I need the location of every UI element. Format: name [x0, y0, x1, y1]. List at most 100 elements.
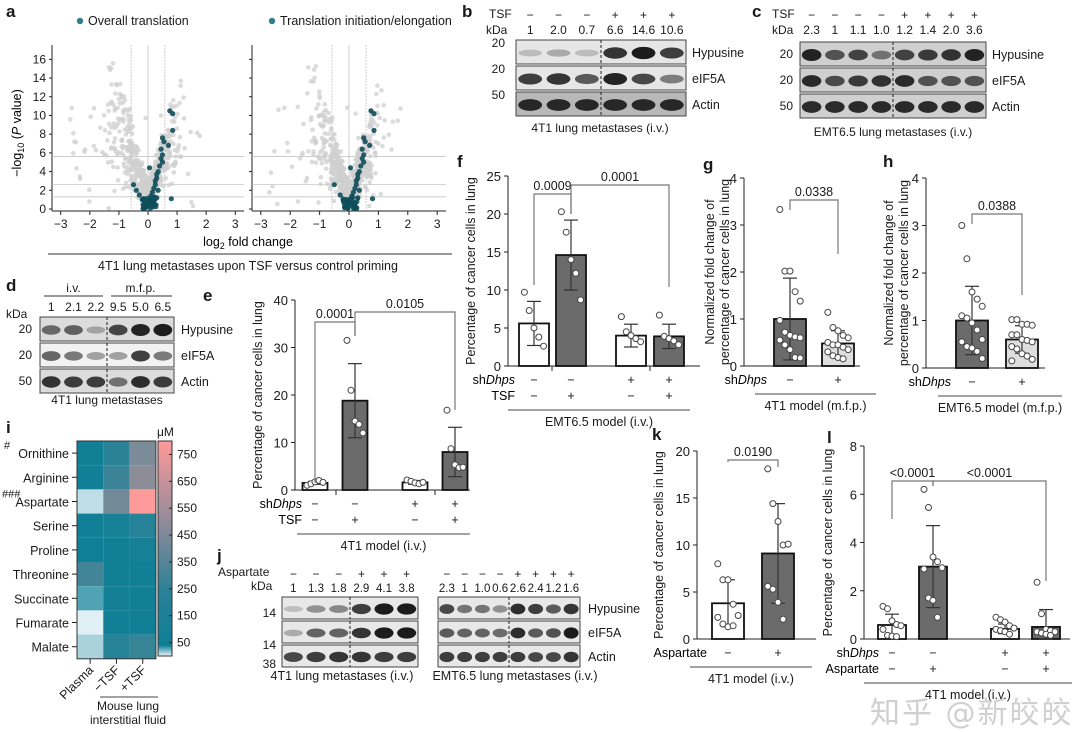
significance-bracket [354, 311, 456, 410]
blot-band [457, 628, 473, 638]
data-point [447, 445, 455, 453]
data-point-background [313, 139, 319, 145]
data-point-background [330, 162, 336, 168]
y-tick-label: 2 [39, 183, 46, 197]
data-point [791, 288, 799, 296]
column-group-label: Mouse lung [97, 699, 159, 713]
treatment-sign: + [668, 8, 675, 22]
blot-band [397, 651, 417, 663]
data-point-background [120, 146, 126, 151]
condition-row-label-text: Aspartate [825, 662, 879, 676]
quantification-value: 1 [48, 300, 55, 314]
y-tick-label: 0 [39, 202, 46, 216]
blot-band [374, 651, 394, 663]
column-label: −TSF [91, 663, 123, 695]
band-label: eIF5A [181, 349, 215, 363]
heatmap-cell [103, 537, 130, 562]
colorbar [157, 440, 173, 657]
y-tick-label: 8 [850, 439, 857, 454]
y-tick-label: 10 [487, 283, 501, 298]
blot-band [563, 627, 579, 639]
heatmap-cell [129, 537, 156, 562]
condition-row-label-text: sh [260, 497, 273, 511]
data-point [968, 319, 976, 327]
data-point-background [335, 174, 341, 180]
data-point-highlight [355, 171, 361, 177]
blot-band [603, 72, 628, 86]
condition-row-label: shDhps [260, 497, 302, 511]
volcano-plot-2: Translation initiation/elongation −3 −2 −1 0… [249, 14, 452, 231]
blot-band [41, 351, 61, 361]
x-tick-label: −3 [54, 217, 68, 231]
treatment-sign: + [403, 567, 410, 581]
data-point [920, 485, 928, 493]
quantification-value: 1.2 [896, 23, 913, 37]
data-point-background [314, 106, 319, 111]
data-point-background [338, 184, 344, 190]
data-point-background [328, 142, 333, 148]
p-value-label: 0.0190 [734, 445, 772, 459]
blot-band [546, 73, 571, 85]
blot-band [492, 605, 508, 613]
data-point-background [382, 118, 387, 123]
data-point-highlight [142, 206, 148, 212]
data-point-background [367, 124, 373, 130]
row-label-kda: kDa [486, 23, 508, 37]
data-point-background [105, 160, 111, 165]
data-point [796, 297, 804, 305]
data-point-background [173, 161, 178, 166]
heatmap-cell [77, 610, 104, 635]
data-point-background [141, 172, 147, 177]
data-point [973, 326, 981, 334]
data-point-background [364, 174, 370, 180]
condition-row-label-text: sh [909, 375, 922, 389]
blot-band [894, 75, 915, 87]
quantification-value: 1.1 [850, 23, 867, 37]
y-tick-label: 40 [274, 293, 288, 308]
x-tick-label: 0 [145, 217, 152, 231]
quantification-value: 9.5 [110, 300, 127, 314]
quantification-value: 1.3 [308, 583, 324, 595]
data-point [973, 347, 981, 355]
blot-band [153, 351, 173, 361]
data-point-background [363, 169, 369, 175]
data-point [622, 328, 630, 336]
condition-sign: − [311, 497, 318, 511]
blot-band [894, 101, 915, 113]
blot-band [439, 651, 455, 663]
y-tick-label: 25 [487, 169, 501, 184]
data-point [562, 228, 570, 236]
blot-band [801, 48, 822, 62]
data-point-background [367, 133, 373, 139]
condition-sign: − [411, 513, 418, 527]
quantification-value: 3.6 [966, 23, 983, 37]
data-point-background [165, 133, 171, 138]
data-point-background [168, 139, 174, 144]
condition-row-label-text: sh [725, 373, 738, 387]
data-point [347, 386, 355, 394]
data-point [1023, 352, 1031, 360]
data-point-background [128, 140, 133, 146]
data-point-background [71, 151, 76, 156]
data-point-background [128, 161, 134, 167]
data-point-background [129, 175, 134, 181]
data-point [973, 295, 981, 303]
data-point [1028, 338, 1036, 346]
data-point-background [379, 88, 384, 93]
data-point-background [144, 179, 150, 185]
blot-band [374, 627, 394, 639]
data-point-background [111, 164, 116, 170]
data-point [675, 341, 683, 349]
treatment-sign: + [380, 567, 387, 581]
data-point-highlight [331, 182, 337, 188]
treatment-sign: + [971, 8, 978, 22]
data-point [779, 615, 787, 623]
blot-band [894, 49, 915, 61]
kda-marker: 50 [492, 88, 506, 102]
blot-band [306, 651, 326, 663]
data-point [655, 311, 663, 319]
watermark: 知乎 @新皎皎 [870, 696, 1074, 731]
data-point [764, 582, 772, 590]
condition-row-label: shDhps [837, 646, 879, 660]
